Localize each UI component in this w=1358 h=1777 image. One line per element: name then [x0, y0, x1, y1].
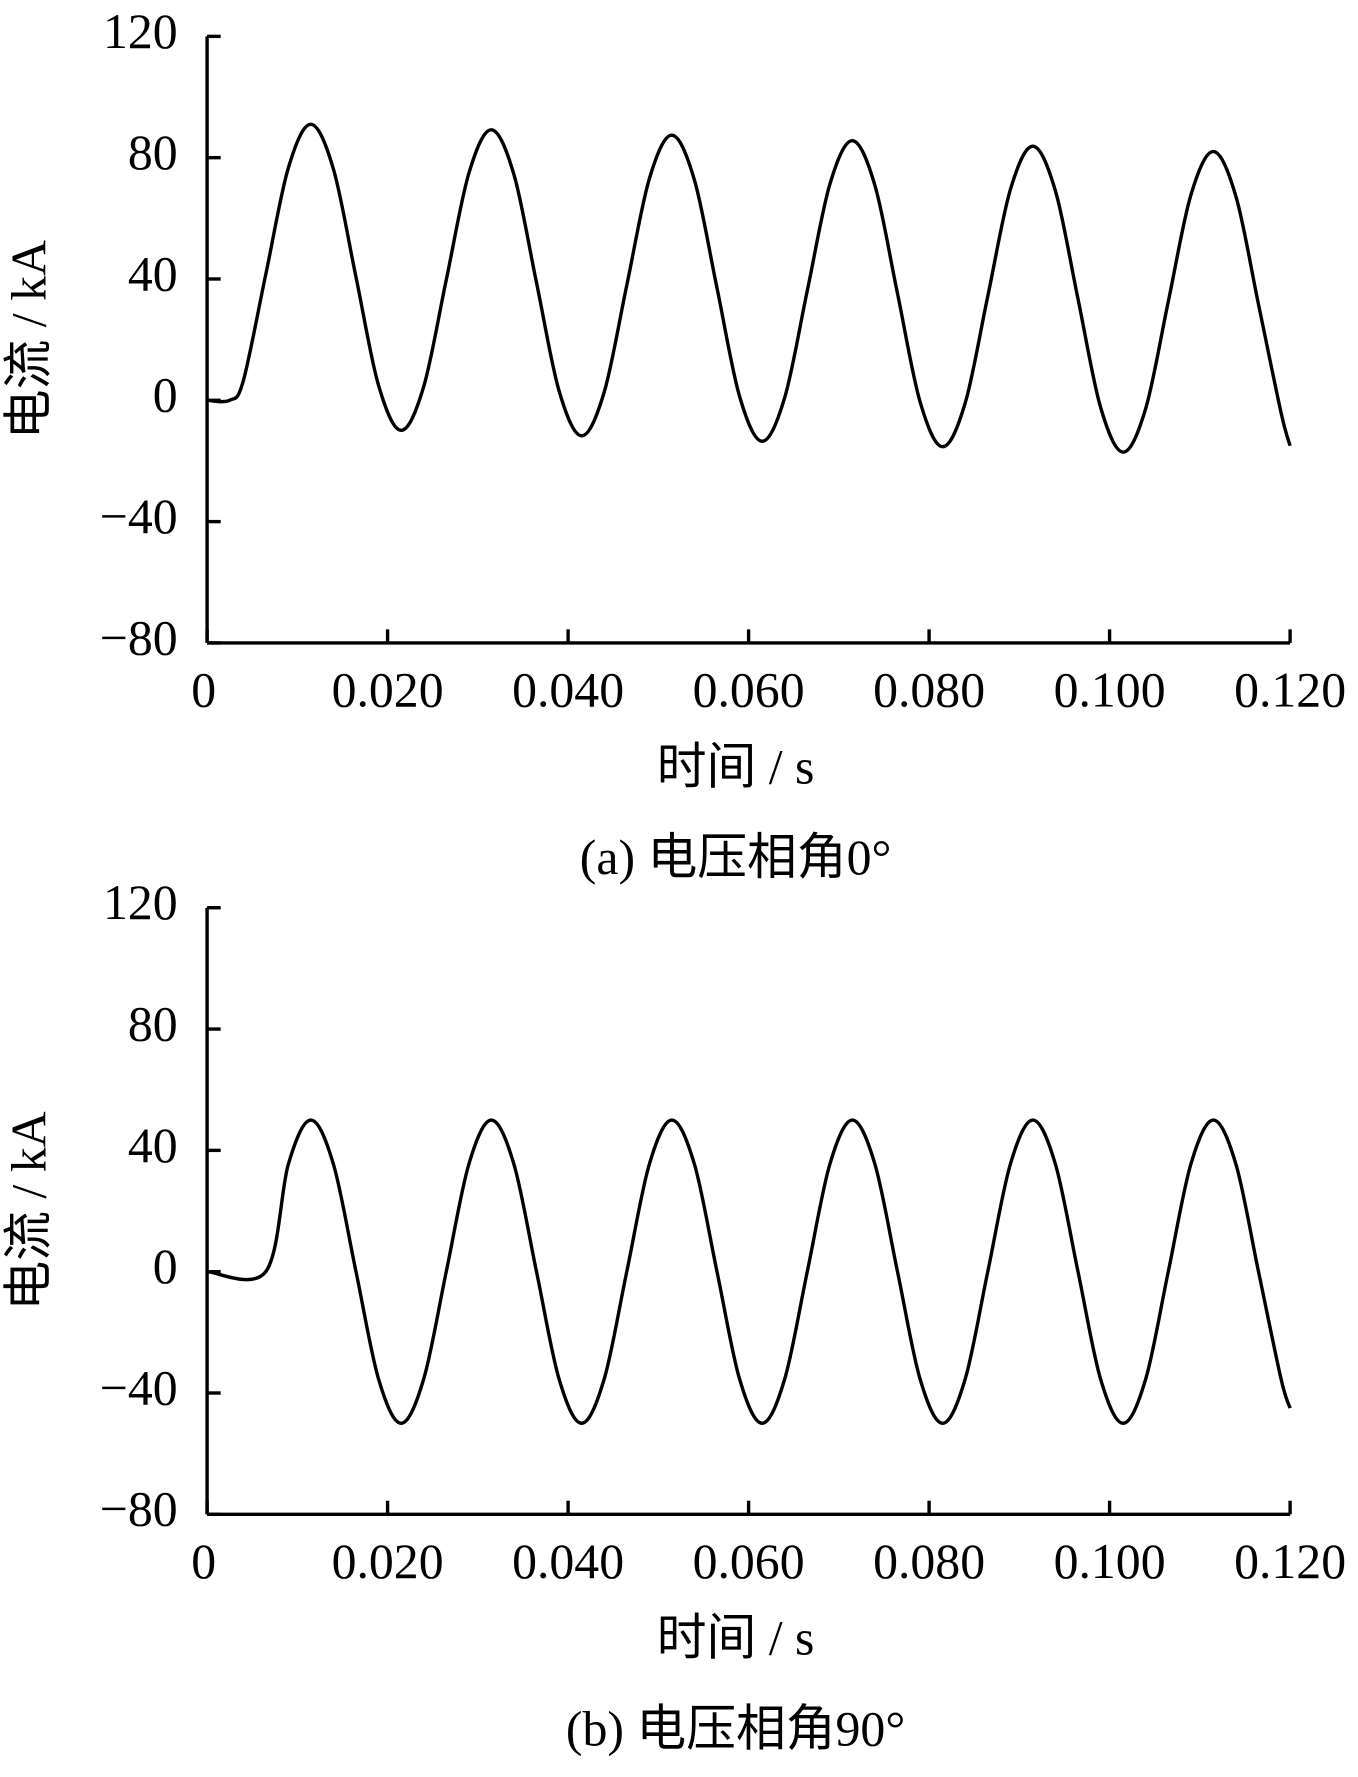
x-tick-label: 0	[191, 1534, 216, 1589]
x-axis-label: 时间 / s	[657, 1611, 815, 1666]
y-tick-label: 80	[128, 125, 178, 180]
x-tick-label: 0.080	[873, 662, 985, 717]
x-tick-label: 0.040	[512, 662, 624, 717]
y-tick-label: −40	[100, 1360, 178, 1415]
current-line	[206, 122, 1292, 454]
caption: (a) 电压相角0°	[580, 830, 892, 885]
x-tick-label: 0.100	[1054, 1534, 1166, 1589]
y-axis-label: 电流 / kA	[1, 240, 56, 439]
x-tick-label: 0.060	[693, 1534, 805, 1589]
x-tick-label: 0.100	[1054, 662, 1166, 717]
y-tick-label: 80	[128, 996, 178, 1051]
current-line	[206, 1118, 1292, 1426]
x-tick-label: 0.120	[1234, 662, 1346, 717]
y-tick-label: 120	[103, 875, 178, 930]
caption: (b) 电压相角90°	[566, 1701, 905, 1756]
y-tick-label: −80	[100, 610, 178, 665]
y-tick-label: 120	[103, 4, 178, 59]
x-tick-label: 0	[191, 662, 216, 717]
x-tick-label: 0.020	[332, 662, 444, 717]
x-tick-label: 0.060	[693, 662, 805, 717]
y-tick-label: 0	[153, 1239, 178, 1294]
x-axis-label: 时间 / s	[657, 739, 815, 794]
y-tick-label: 40	[128, 246, 178, 301]
y-tick-label: 40	[128, 1118, 178, 1173]
y-tick-label: −40	[100, 489, 178, 544]
x-tick-label: 0.040	[512, 1534, 624, 1589]
x-tick-label: 0.080	[873, 1534, 985, 1589]
y-tick-label: 0	[153, 368, 178, 423]
y-tick-label: −80	[100, 1482, 178, 1537]
y-axis-label: 电流 / kA	[1, 1111, 56, 1310]
x-tick-label: 0.120	[1234, 1534, 1346, 1589]
x-tick-label: 0.020	[332, 1534, 444, 1589]
